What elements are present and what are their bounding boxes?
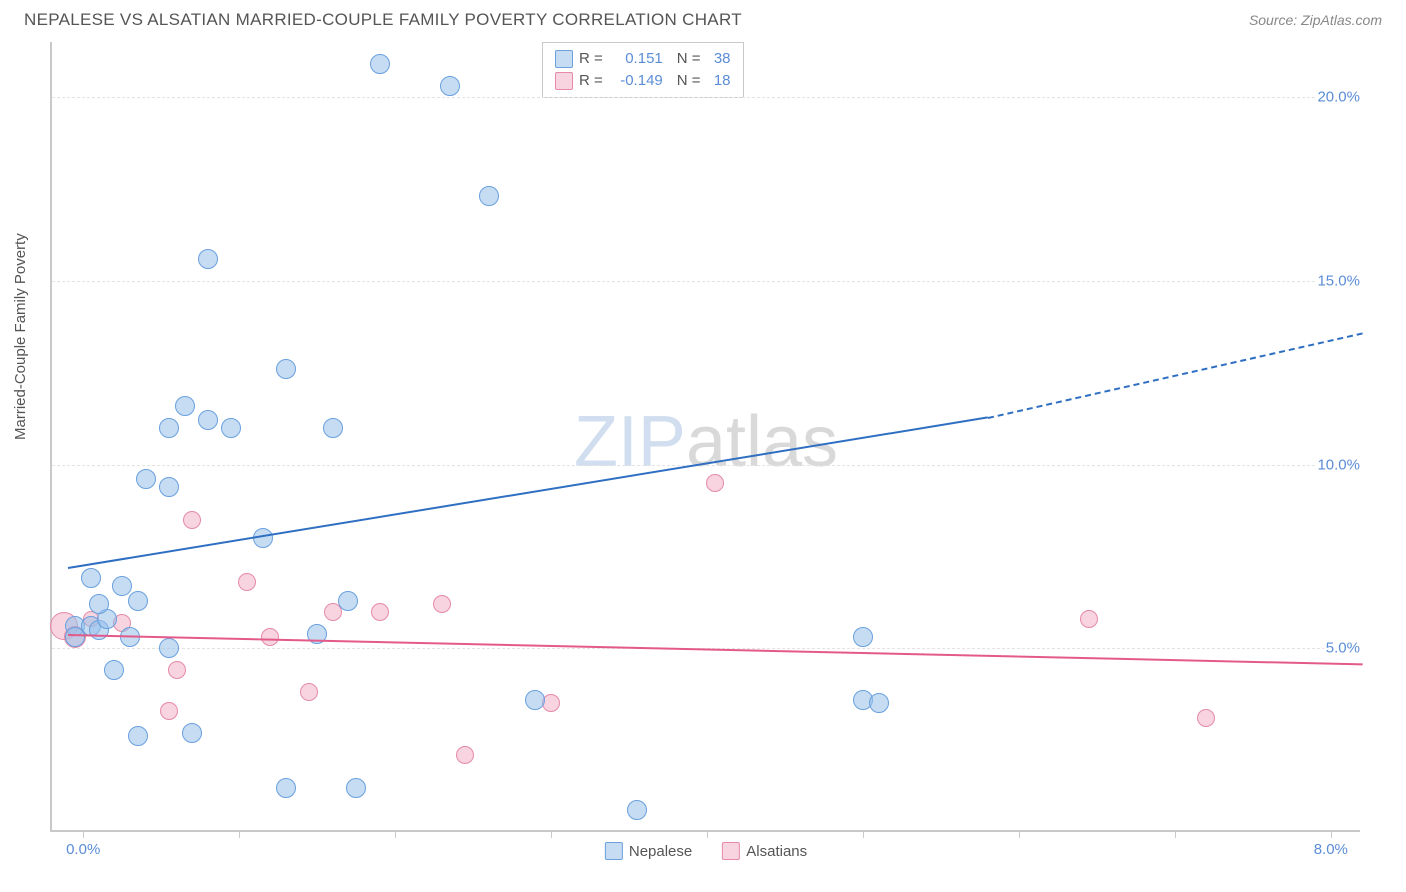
x-tick [1331, 830, 1332, 838]
source-attribution: Source: ZipAtlas.com [1249, 12, 1382, 28]
scatter-point [456, 746, 474, 764]
series-legend: Nepalese Alsatians [605, 842, 807, 860]
x-tick [863, 830, 864, 838]
scatter-point [159, 477, 179, 497]
legend-swatch [605, 842, 623, 860]
chart-title: NEPALESE VS ALSATIAN MARRIED-COUPLE FAMI… [24, 10, 742, 30]
stats-row: R = 0.151 N = 38 [555, 48, 731, 70]
scatter-point [221, 418, 241, 438]
scatter-point [168, 661, 186, 679]
y-tick-label: 10.0% [1315, 456, 1362, 473]
scatter-point [159, 418, 179, 438]
scatter-point [159, 638, 179, 658]
scatter-point [440, 76, 460, 96]
scatter-point [81, 568, 101, 588]
scatter-point [346, 778, 366, 798]
x-tick-label: 0.0% [66, 841, 100, 858]
scatter-point [112, 576, 132, 596]
correlation-stats-legend: R = 0.151 N = 38 R = -0.149 N = 18 [542, 42, 744, 98]
legend-swatch [555, 72, 573, 90]
scatter-point [198, 249, 218, 269]
scatter-point [175, 396, 195, 416]
scatter-point [323, 418, 343, 438]
n-label: N = [677, 48, 701, 70]
r-value: -0.149 [609, 70, 663, 92]
legend-label: Nepalese [629, 843, 692, 860]
x-tick [707, 830, 708, 838]
scatter-point [261, 628, 279, 646]
scatter-point [128, 591, 148, 611]
gridline [52, 465, 1360, 466]
source-label: Source: [1249, 12, 1297, 28]
chart-plot-area: ZIPatlas R =0.151N =38R =-0.149N =18 Nep… [50, 42, 1360, 832]
x-tick [1175, 830, 1176, 838]
watermark: ZIPatlas [574, 401, 838, 483]
r-label: R = [579, 48, 603, 70]
scatter-point [276, 359, 296, 379]
n-value: 38 [707, 48, 731, 70]
scatter-point [128, 726, 148, 746]
scatter-point [160, 702, 178, 720]
scatter-point [433, 595, 451, 613]
scatter-point [183, 511, 201, 529]
source-name: ZipAtlas.com [1301, 12, 1382, 28]
legend-swatch [555, 50, 573, 68]
scatter-point [706, 474, 724, 492]
x-tick-label: 8.0% [1314, 841, 1348, 858]
x-tick [83, 830, 84, 838]
gridline [52, 281, 1360, 282]
y-tick-label: 20.0% [1315, 89, 1362, 106]
x-tick [395, 830, 396, 838]
scatter-point [136, 469, 156, 489]
r-label: R = [579, 70, 603, 92]
legend-item: Nepalese [605, 842, 692, 860]
scatter-point [276, 778, 296, 798]
scatter-point [853, 627, 873, 647]
scatter-point [182, 723, 202, 743]
scatter-point [338, 591, 358, 611]
scatter-point [198, 410, 218, 430]
n-value: 18 [707, 70, 731, 92]
x-tick [551, 830, 552, 838]
scatter-point [1080, 610, 1098, 628]
y-tick-label: 5.0% [1324, 640, 1362, 657]
scatter-point [869, 693, 889, 713]
scatter-point [479, 186, 499, 206]
n-label: N = [677, 70, 701, 92]
scatter-point [370, 54, 390, 74]
scatter-point [104, 660, 124, 680]
gridline [52, 97, 1360, 98]
r-value: 0.151 [609, 48, 663, 70]
y-tick-label: 15.0% [1315, 272, 1362, 289]
x-tick [239, 830, 240, 838]
legend-item: Alsatians [722, 842, 807, 860]
scatter-point [1197, 709, 1215, 727]
scatter-point [300, 683, 318, 701]
scatter-point [371, 603, 389, 621]
watermark-atlas: atlas [686, 402, 838, 482]
scatter-point [627, 800, 647, 820]
scatter-point [89, 594, 109, 614]
legend-swatch [722, 842, 740, 860]
stats-row: R = -0.149 N = 18 [555, 70, 731, 92]
trendline-extrapolated [987, 332, 1362, 418]
x-tick [1019, 830, 1020, 838]
y-axis-label: Married-Couple Family Poverty [12, 233, 29, 440]
scatter-point [238, 573, 256, 591]
scatter-point [525, 690, 545, 710]
trendline [67, 417, 987, 570]
legend-label: Alsatians [746, 843, 807, 860]
trendline [68, 634, 1362, 665]
